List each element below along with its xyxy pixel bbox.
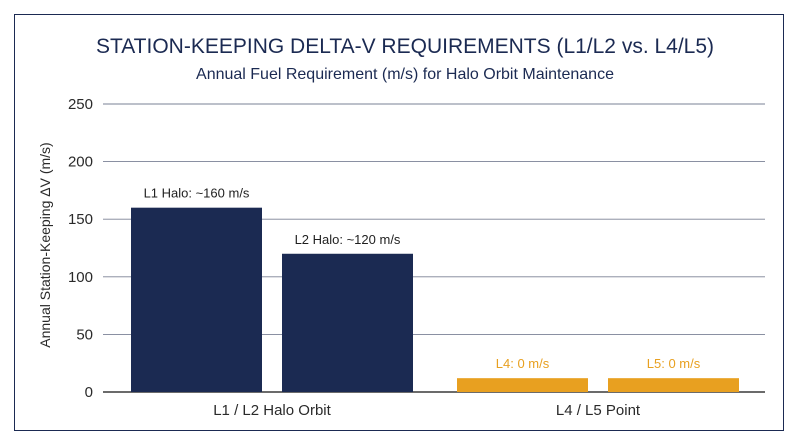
bar	[608, 378, 739, 392]
y-tick-label: 150	[68, 211, 93, 228]
y-tick-label: 200	[68, 154, 93, 171]
y-tick-label: 50	[76, 326, 93, 343]
bar-data-label: L2 Halo: ~120 m/s	[295, 232, 401, 247]
bar	[457, 378, 588, 392]
bar-data-label: L1 Halo: ~160 m/s	[144, 186, 250, 201]
y-tick-label: 100	[68, 269, 93, 286]
chart-title: STATION-KEEPING DELTA-V REQUIREMENTS (L1…	[96, 35, 714, 58]
bar	[282, 253, 413, 392]
y-axis-label: Annual Station-Keeping ΔV (m/s)	[37, 142, 53, 347]
chart-subtitle: Annual Fuel Requirement (m/s) for Halo O…	[196, 66, 614, 83]
x-category-label: L4 / L5 Point	[556, 402, 641, 419]
bar-data-label: L5: 0 m/s	[647, 356, 701, 371]
bar-data-label: L4: 0 m/s	[496, 356, 550, 371]
y-tick-label: 250	[68, 96, 93, 113]
bar	[131, 207, 262, 392]
y-tick-label: 0	[85, 384, 93, 401]
x-category-label: L1 / L2 Halo Orbit	[213, 402, 331, 419]
